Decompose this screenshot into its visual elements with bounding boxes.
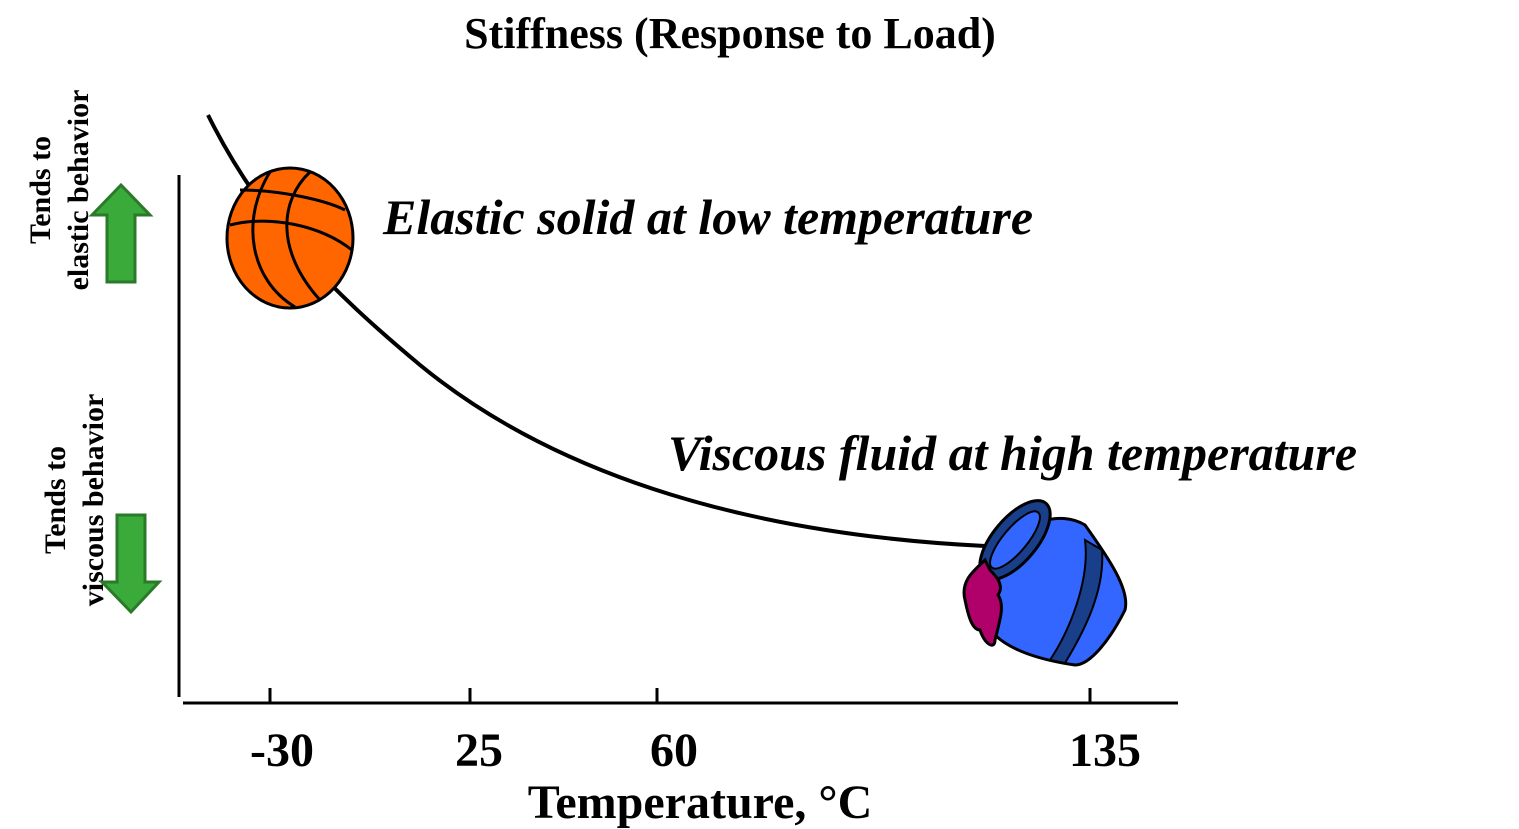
upper-label: Tends to elastic behavior [24,90,95,291]
lower-label: Tends to viscous behavior [39,394,110,607]
basketball [225,166,355,310]
title: Stiffness (Response to Load) [464,9,996,58]
annotation: Viscous fluid at high temperature [668,425,1357,481]
label-line: elastic behavior [62,90,95,291]
annotation: Elastic solid at low temperature [382,189,1033,245]
tick-label: 25 [455,724,503,777]
tick-label: -30 [250,724,314,777]
pot [962,499,1128,667]
down-arrow [98,513,163,615]
ticks [268,688,1092,703]
label-line: Tends to [39,446,72,554]
label-line: Tends to [24,136,57,244]
tick-label: 135 [1069,724,1141,777]
x-axis-label: Temperature, °C [528,776,872,829]
tick-label: 60 [650,724,698,777]
label-line: viscous behavior [77,394,110,607]
up-arrow [88,182,154,284]
